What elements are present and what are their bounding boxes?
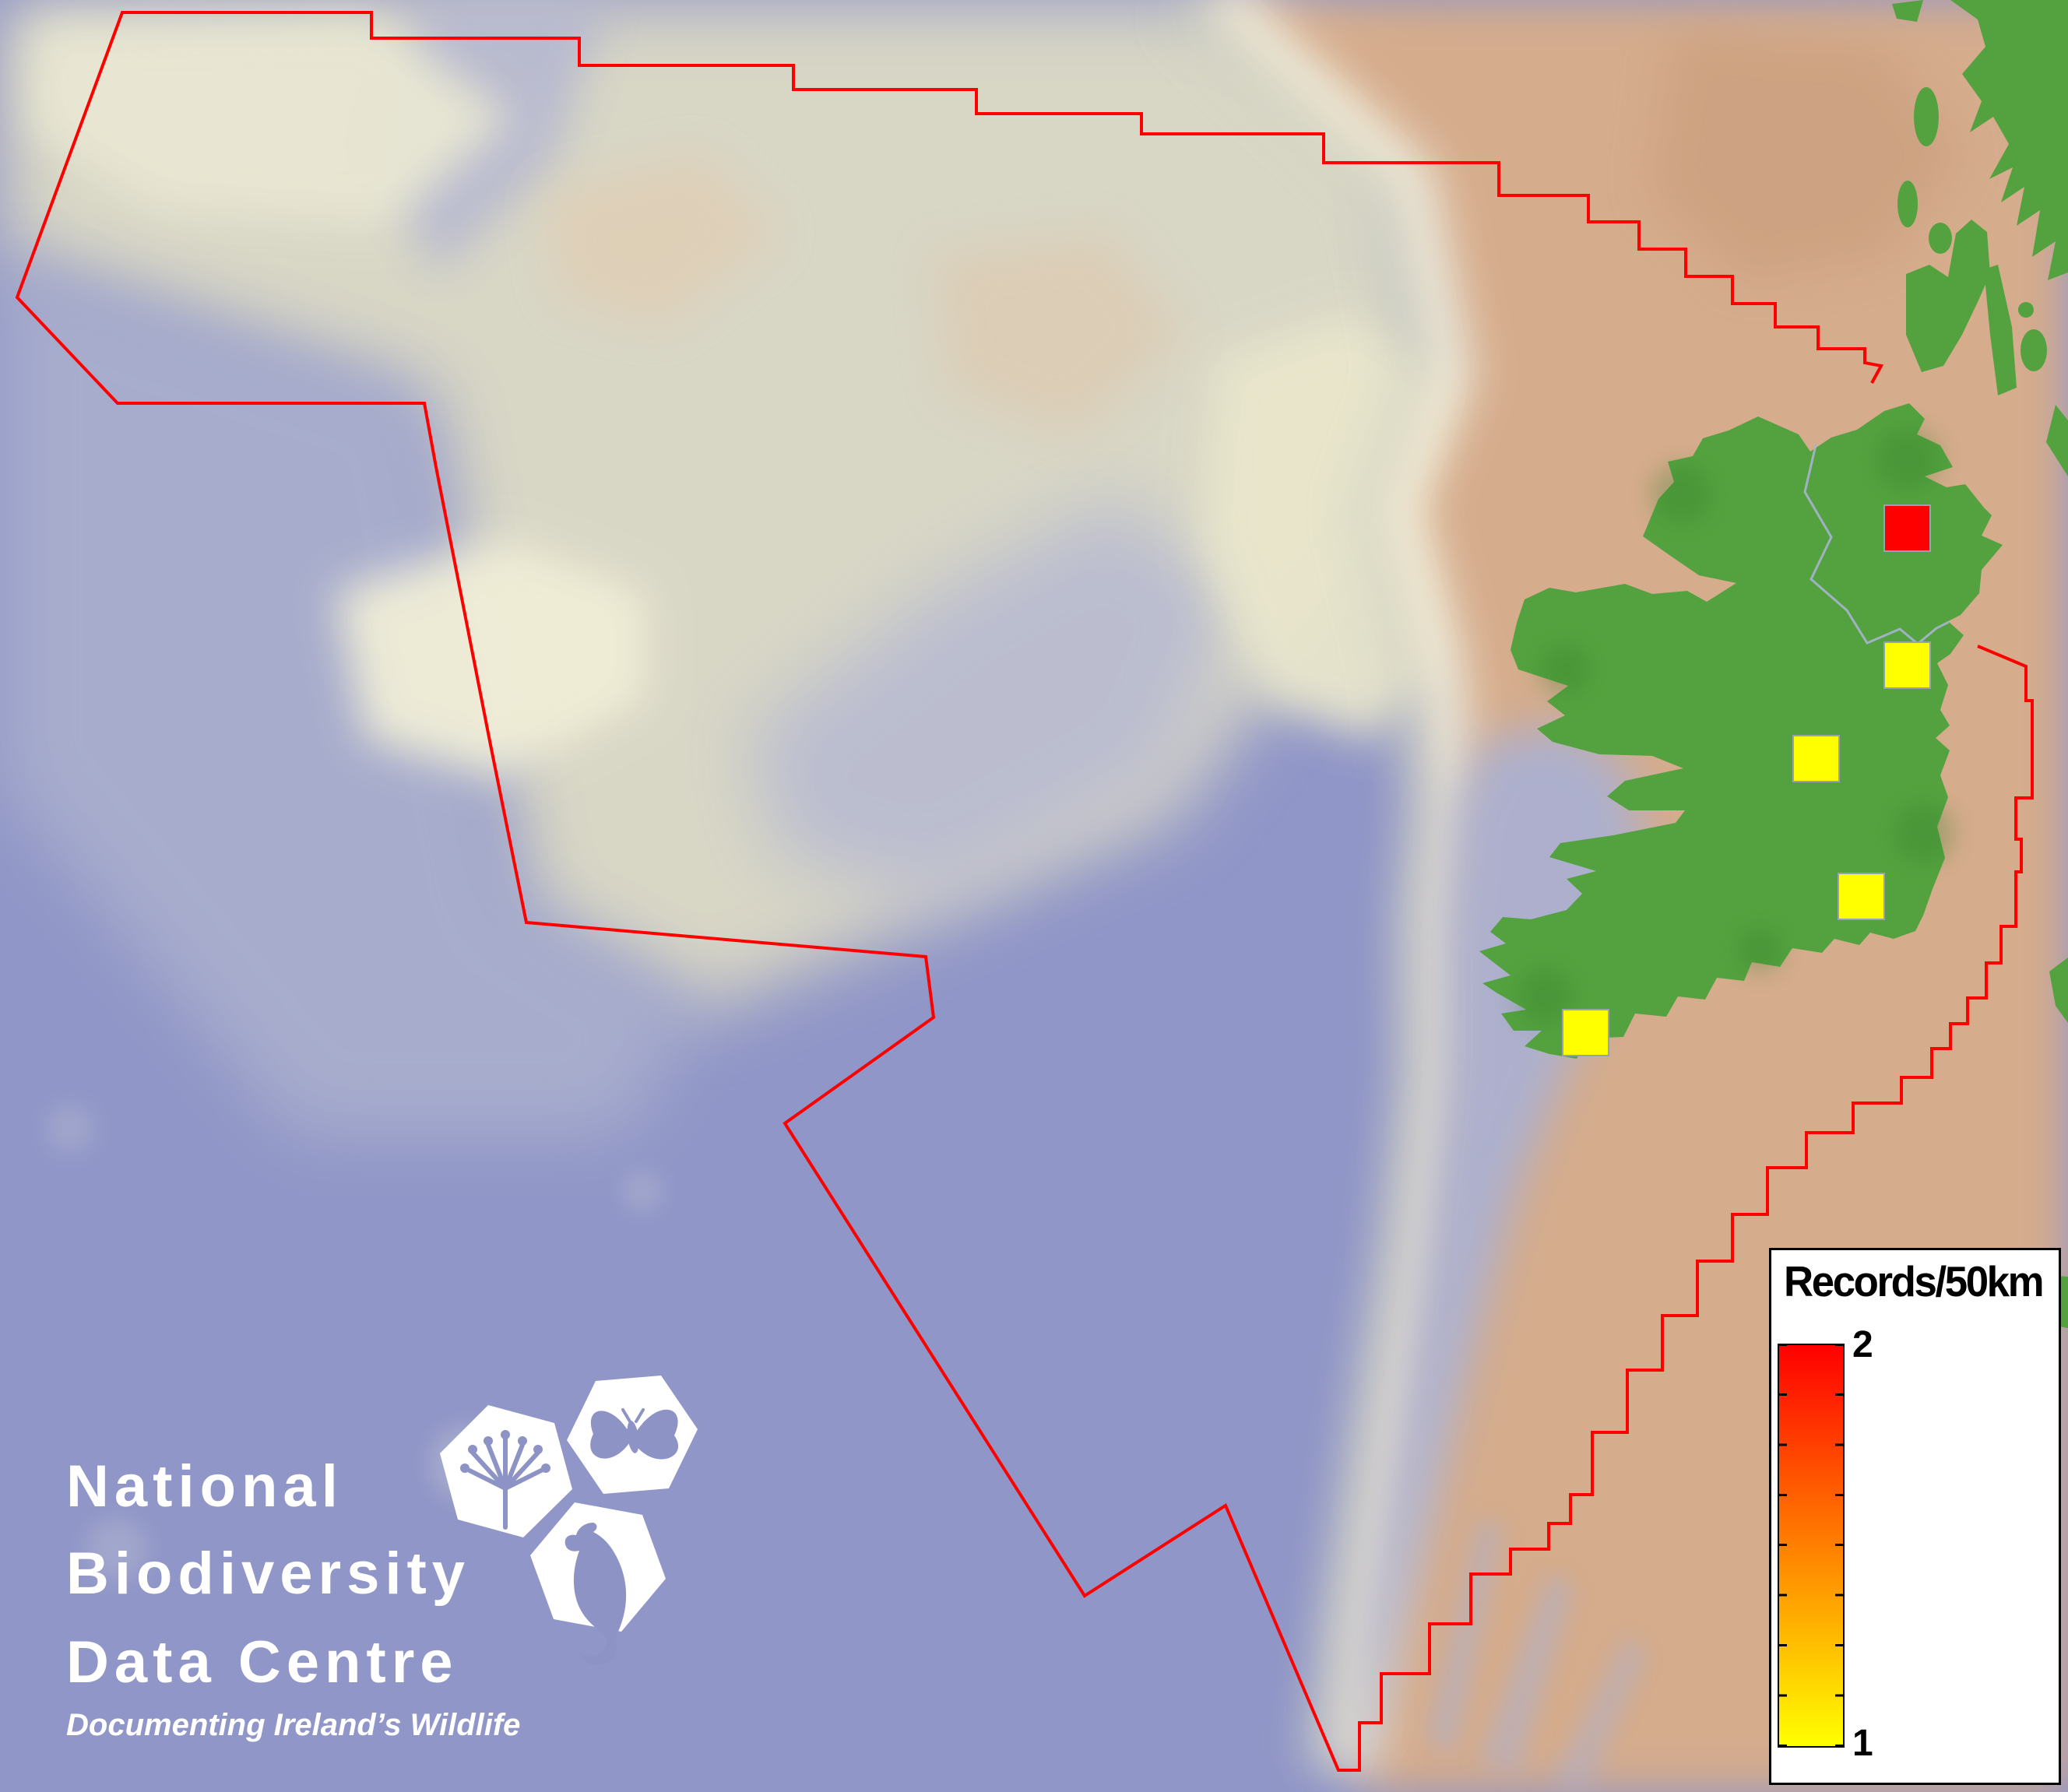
record-square[interactable] bbox=[1562, 1009, 1609, 1056]
logo-line-data-centre: Data Centre bbox=[66, 1629, 459, 1695]
record-grid-squares bbox=[1562, 504, 1931, 1056]
plant-umbel-icon bbox=[440, 1405, 572, 1537]
ni-border-line bbox=[1803, 444, 1950, 645]
legend-title: Records/50km bbox=[1784, 1257, 2045, 1305]
record-square[interactable] bbox=[1792, 735, 1840, 782]
logo-hexagons bbox=[440, 1376, 698, 1666]
record-square[interactable] bbox=[1883, 641, 1931, 689]
legend-max-value: 2 bbox=[1852, 1324, 1873, 1365]
legend-ticks-right bbox=[1835, 1345, 1843, 1746]
logo-tagline: Documenting Ireland’s Wildlife bbox=[66, 1708, 521, 1742]
scottish-islands bbox=[1892, 0, 2068, 476]
record-square[interactable] bbox=[1838, 873, 1885, 920]
legend-ticks-left bbox=[1779, 1345, 1787, 1746]
seahorse-icon bbox=[530, 1502, 666, 1666]
butterfly-icon bbox=[567, 1376, 698, 1494]
logo-line-national: National bbox=[66, 1453, 343, 1520]
legend-min-value: 1 bbox=[1852, 1723, 1873, 1764]
logo-line-biodiversity: Biodiversity bbox=[66, 1541, 471, 1607]
legend-gradient-bar bbox=[1778, 1344, 1845, 1748]
ireland-uplands bbox=[1516, 427, 1954, 1026]
record-square[interactable] bbox=[1883, 504, 1931, 552]
scotland-landmass bbox=[1950, 0, 2068, 280]
legend-panel: Records/50km 2 1 bbox=[1769, 1248, 2061, 1785]
eez-boundary-line bbox=[15, 11, 2034, 1772]
